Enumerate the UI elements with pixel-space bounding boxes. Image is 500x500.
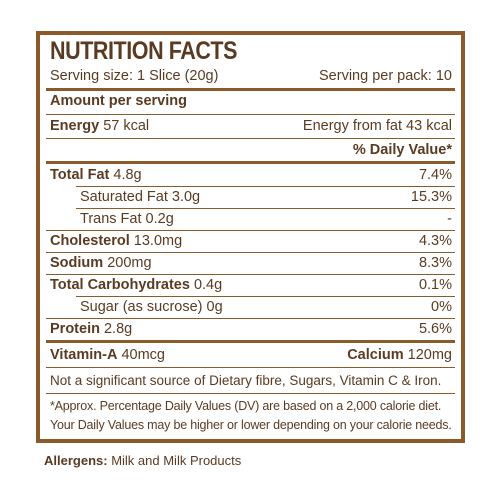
divider	[46, 367, 455, 368]
nutrient-dv: 7.4%	[418, 167, 452, 183]
nutrient-amount: 3.0g	[171, 189, 201, 205]
vitamin-a-value: 40mcg	[121, 347, 165, 363]
nutrient-label: Total Carbohydrates	[50, 277, 190, 293]
nutrient-label: Saturated Fat	[80, 189, 168, 205]
nutrient-dv: 5.6%	[418, 321, 452, 337]
nutrient-row-sugar: Sugar (as sucrose) 0g 0%	[50, 299, 452, 315]
divider	[46, 393, 455, 394]
serving-size: Serving size: 1 Slice (20g)	[50, 68, 219, 84]
nutrient-row-total-fat: Total Fat 4.8g 7.4%	[50, 167, 452, 183]
daily-value-header-row: % Daily Value*	[50, 142, 452, 158]
amount-per-serving-row: Amount per serving	[50, 93, 452, 109]
nutrient-amount: 0g	[206, 299, 223, 315]
divider	[46, 138, 455, 139]
energy-label: Energy	[50, 118, 100, 134]
nutrient-row-trans-fat: Trans Fat 0.2g -	[50, 211, 452, 227]
divider	[46, 88, 455, 91]
nutrient-row-protein: Protein 2.8g 5.6%	[50, 321, 452, 337]
vitamin-a-label: Vitamin-A	[50, 347, 118, 363]
allergens-line: Allergens: Milk and Milk Products	[44, 453, 241, 468]
nutrient-amount: 200mg	[107, 255, 152, 271]
nutrient-label: Sodium	[50, 255, 104, 271]
nutrition-facts-panel: NUTRITION FACTS Serving size: 1 Slice (2…	[36, 31, 465, 443]
nutrient-amount: 0.2g	[145, 211, 174, 227]
nutrient-dv: 4.3%	[418, 233, 452, 249]
divider	[76, 208, 455, 209]
nutrient-dv: 15.3%	[410, 189, 452, 205]
nutrient-dv: 8.3%	[418, 255, 452, 271]
nutrient-dv: 0.1%	[418, 277, 452, 293]
nutrient-label: Sugar (as sucrose)	[80, 299, 203, 315]
serving-per-pack: Serving per pack: 10	[319, 68, 452, 84]
nutrient-amount: 13.0mg	[133, 233, 183, 249]
allergens-value: Milk and Milk Products	[111, 453, 242, 468]
divider	[46, 230, 455, 231]
nutrient-label: Cholesterol	[50, 233, 130, 249]
nutrient-dv: 0%	[431, 299, 452, 315]
divider	[46, 318, 455, 319]
nutrient-row-cholesterol: Cholesterol 13.0mg 4.3%	[50, 233, 452, 249]
divider	[76, 186, 455, 187]
nutrient-label: Protein	[50, 321, 100, 337]
energy-value: 57 kcal	[103, 118, 150, 134]
energy-from-fat: Energy from fat 43 kcal	[302, 118, 452, 134]
nutrient-amount: 2.8g	[103, 321, 133, 337]
footnote-line-1: *Approx. Percentage Daily Values (DV) ar…	[50, 399, 442, 413]
divider	[46, 114, 455, 115]
nutrient-label: Trans Fat	[80, 211, 142, 227]
nutrient-row-total-carbohydrates: Total Carbohydrates 0.4g 0.1%	[50, 277, 452, 293]
nutrient-row-sodium: Sodium 200mg 8.3%	[50, 255, 452, 271]
daily-value-header: % Daily Value*	[352, 142, 452, 158]
footnote-line-2: Your Daily Values may be higher or lower…	[50, 418, 452, 432]
divider	[76, 296, 455, 297]
divider	[46, 274, 455, 275]
energy-row: Energy 57 kcal Energy from fat 43 kcal	[50, 118, 452, 134]
divider	[46, 161, 455, 164]
amount-per-serving: Amount per serving	[50, 93, 187, 109]
panel-title: NUTRITION FACTS	[50, 37, 238, 65]
allergens-label: Allergens:	[44, 453, 108, 468]
calcium-value: 120mg	[407, 347, 452, 363]
calcium-label: Calcium	[347, 347, 404, 363]
nutrient-dv: -	[447, 211, 452, 227]
nutrient-amount: 0.4g	[193, 277, 223, 293]
nutrient-label: Total Fat	[50, 167, 110, 183]
nutrient-row-saturated-fat: Saturated Fat 3.0g 15.3%	[50, 189, 452, 205]
vitamin-calcium-row: Vitamin-A 40mcg Calcium 120mg	[50, 347, 452, 363]
not-significant-note: Not a significant source of Dietary fibr…	[50, 373, 442, 388]
divider	[46, 340, 455, 343]
serving-row: Serving size: 1 Slice (20g) Serving per …	[50, 68, 452, 84]
nutrient-amount: 4.8g	[113, 167, 142, 183]
divider	[46, 252, 455, 253]
